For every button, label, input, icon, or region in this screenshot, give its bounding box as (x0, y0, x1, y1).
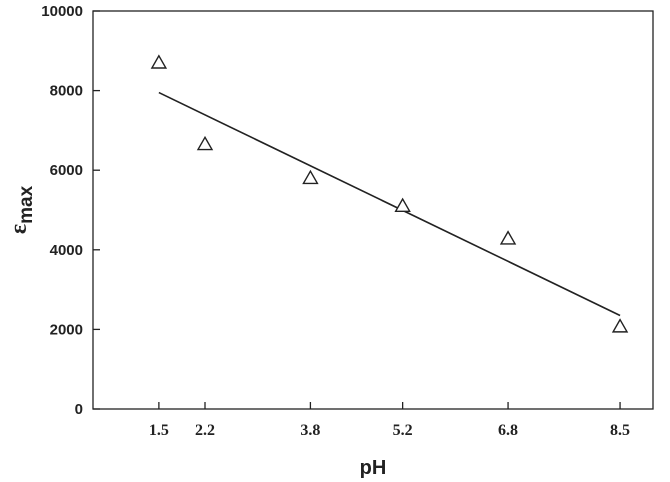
y-axis-ticks: 0 2000 4000 6000 8000 10000 (41, 3, 100, 418)
y-axis-title: εmax (6, 185, 37, 234)
data-point (499, 230, 517, 245)
x-tick-label: 1.5 (149, 422, 169, 439)
data-points (150, 54, 629, 333)
y-tick-label: 0 (75, 401, 83, 418)
y-tick-label: 4000 (50, 242, 83, 259)
data-point (150, 54, 168, 69)
x-tick-label: 5.2 (393, 422, 413, 439)
data-point (302, 169, 319, 185)
x-tick-label: 2.2 (195, 422, 215, 439)
x-axis-ticks: 1.5 2.2 3.8 5.2 6.8 8.5 (149, 402, 630, 439)
x-tick-label: 6.8 (498, 422, 518, 439)
x-tick-label: 3.8 (300, 422, 320, 439)
y-tick-label: 2000 (50, 321, 83, 338)
data-point (196, 135, 214, 151)
data-point (611, 318, 629, 333)
regression-line (158, 91, 621, 317)
x-axis-title: pH (360, 457, 387, 479)
y-axis-title-symbol: ε (6, 224, 32, 234)
plot-frame (92, 10, 654, 410)
y-tick-label: 8000 (50, 83, 83, 100)
y-tick-label: 6000 (50, 162, 83, 179)
x-tick-label: 8.5 (610, 422, 630, 439)
y-axis-title-subscript: max (16, 185, 37, 223)
data-point (394, 197, 411, 212)
y-tick-label: 10000 (41, 3, 83, 20)
